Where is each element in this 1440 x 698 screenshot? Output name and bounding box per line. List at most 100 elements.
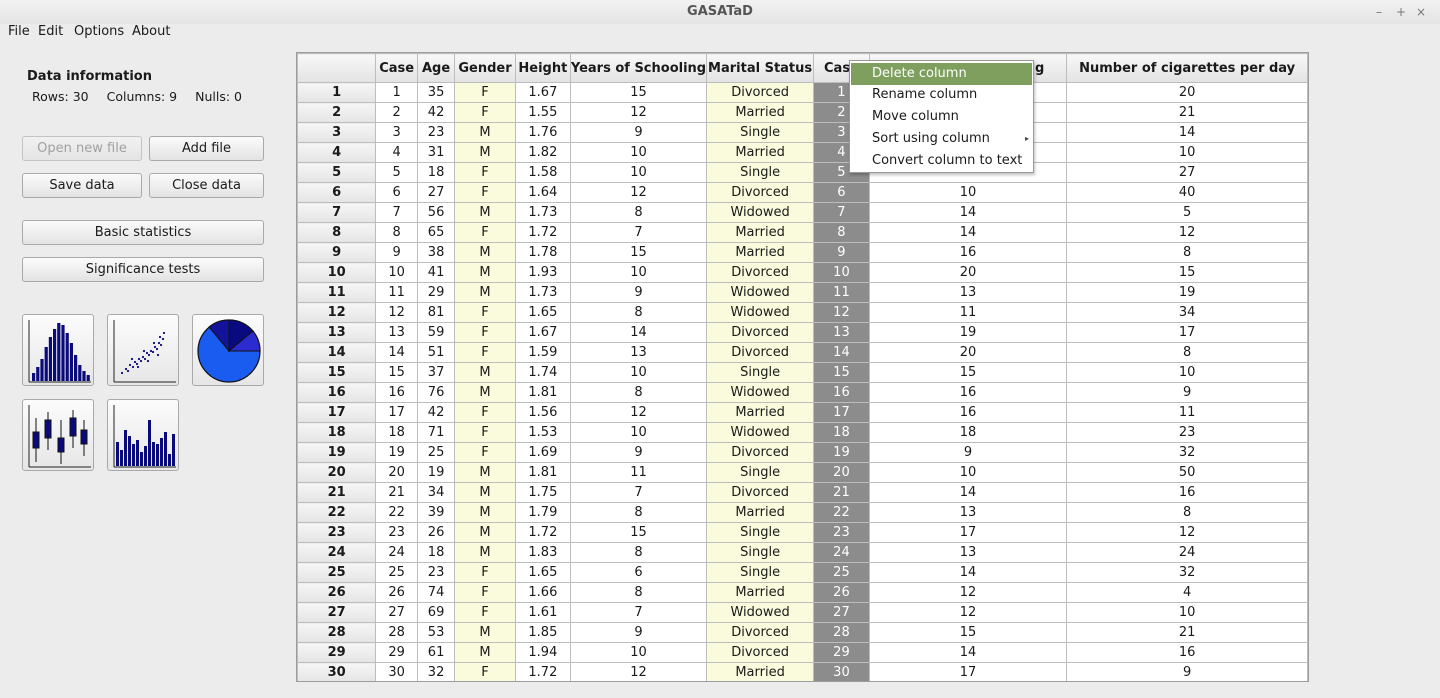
- table-cell[interactable]: 69: [417, 602, 456, 623]
- table-cell[interactable]: 41: [417, 262, 456, 283]
- table-cell[interactable]: 24: [375, 542, 419, 563]
- table-cell[interactable]: 16: [868, 402, 1068, 423]
- column-header-years-of-schooling[interactable]: Years of Schooling: [569, 53, 708, 83]
- scatter-plot-button[interactable]: [107, 314, 179, 386]
- table-row[interactable]: 11 11 29 M 1.73 9 Widowed 11 13 19: [297, 282, 1308, 303]
- row-header[interactable]: 24: [297, 542, 377, 563]
- table-cell[interactable]: 21: [1066, 622, 1308, 643]
- table-cell[interactable]: Widowed: [706, 202, 815, 223]
- row-header[interactable]: 29: [297, 642, 377, 663]
- table-cell[interactable]: 61: [417, 642, 456, 663]
- table-row[interactable]: 26 26 74 F 1.66 8 Married 26 12 4: [297, 582, 1308, 603]
- table-cell[interactable]: 21: [1066, 102, 1308, 123]
- table-cell[interactable]: 8: [813, 222, 870, 243]
- table-row[interactable]: 1 1 35 F 1.67 15 Divorced 1 20: [297, 82, 1308, 103]
- table-cell[interactable]: Single: [706, 462, 815, 483]
- data-grid[interactable]: Case Age Gender Height Years of Schooling Mar…: [296, 52, 1309, 682]
- row-header[interactable]: 1: [297, 82, 377, 103]
- row-header[interactable]: 7: [297, 202, 377, 223]
- table-cell[interactable]: 10: [813, 262, 870, 283]
- table-cell[interactable]: 12: [1066, 222, 1308, 243]
- table-cell[interactable]: 51: [417, 342, 456, 363]
- table-row[interactable]: 15 15 37 M 1.74 10 Single 15 15 10: [297, 362, 1308, 383]
- table-cell[interactable]: M: [454, 242, 516, 263]
- table-cell[interactable]: Married: [706, 502, 815, 523]
- table-cell[interactable]: 1.59: [514, 342, 571, 363]
- table-cell[interactable]: 38: [417, 242, 456, 263]
- table-cell[interactable]: 24: [1066, 542, 1308, 563]
- table-cell[interactable]: 1.83: [514, 542, 571, 563]
- table-cell[interactable]: 25: [813, 562, 870, 583]
- table-cell[interactable]: Married: [706, 142, 815, 163]
- table-row[interactable]: 10 10 41 M 1.93 10 Divorced 10 20 15: [297, 262, 1308, 283]
- table-cell[interactable]: 8: [1066, 342, 1308, 363]
- table-cell[interactable]: 12: [569, 182, 708, 203]
- table-cell[interactable]: M: [454, 122, 516, 143]
- table-cell[interactable]: Widowed: [706, 422, 815, 443]
- table-cell[interactable]: 14: [868, 642, 1068, 663]
- table-cell[interactable]: 17: [1066, 322, 1308, 343]
- row-header[interactable]: 12: [297, 302, 377, 323]
- table-cell[interactable]: 71: [417, 422, 456, 443]
- table-cell[interactable]: Divorced: [706, 642, 815, 663]
- table-cell[interactable]: 29: [417, 282, 456, 303]
- table-row[interactable]: 20 20 19 M 1.81 11 Single 20 10 50: [297, 462, 1308, 483]
- table-cell[interactable]: 1.82: [514, 142, 571, 163]
- row-header[interactable]: 19: [297, 442, 377, 463]
- table-cell[interactable]: 81: [417, 302, 456, 323]
- table-cell[interactable]: 22: [813, 502, 870, 523]
- row-header[interactable]: 20: [297, 462, 377, 483]
- significance-tests-button[interactable]: Significance tests: [22, 257, 264, 282]
- table-cell[interactable]: 22: [375, 502, 419, 523]
- row-header[interactable]: 9: [297, 242, 377, 263]
- table-cell[interactable]: 17: [868, 662, 1068, 681]
- table-cell[interactable]: Single: [706, 542, 815, 563]
- table-cell[interactable]: Divorced: [706, 482, 815, 503]
- table-cell[interactable]: 15: [813, 362, 870, 383]
- table-cell[interactable]: 4: [1066, 582, 1308, 603]
- table-cell[interactable]: 15: [569, 82, 708, 103]
- table-row[interactable]: 28 28 53 M 1.85 9 Divorced 28 15 21: [297, 622, 1308, 643]
- table-cell[interactable]: Married: [706, 582, 815, 603]
- table-cell[interactable]: 16: [375, 382, 419, 403]
- table-cell[interactable]: Married: [706, 242, 815, 263]
- table-cell[interactable]: 5: [1066, 202, 1308, 223]
- table-cell[interactable]: 7: [375, 202, 419, 223]
- table-cell[interactable]: F: [454, 322, 516, 343]
- table-cell[interactable]: 14: [868, 562, 1068, 583]
- table-cell[interactable]: F: [454, 602, 516, 623]
- table-cell[interactable]: 6: [569, 562, 708, 583]
- table-cell[interactable]: 11: [813, 282, 870, 303]
- table-cell[interactable]: F: [454, 222, 516, 243]
- table-cell[interactable]: 8: [375, 222, 419, 243]
- row-header[interactable]: 26: [297, 582, 377, 603]
- table-row[interactable]: 2 2 42 F 1.55 12 Married 2 21: [297, 102, 1308, 123]
- table-cell[interactable]: F: [454, 662, 516, 681]
- row-header[interactable]: 18: [297, 422, 377, 443]
- table-cell[interactable]: 8: [1066, 502, 1308, 523]
- table-row[interactable]: 18 18 71 F 1.53 10 Widowed 18 18 23: [297, 422, 1308, 443]
- table-cell[interactable]: M: [454, 462, 516, 483]
- row-header[interactable]: 23: [297, 522, 377, 543]
- table-cell[interactable]: 10: [569, 262, 708, 283]
- table-cell[interactable]: 7: [813, 202, 870, 223]
- table-row[interactable]: 8 8 65 F 1.72 7 Married 8 14 12: [297, 222, 1308, 243]
- row-header[interactable]: 17: [297, 402, 377, 423]
- table-row[interactable]: 12 12 81 F 1.65 8 Widowed 12 11 34: [297, 302, 1308, 323]
- table-cell[interactable]: 15: [868, 362, 1068, 383]
- table-cell[interactable]: 4: [375, 142, 419, 163]
- table-cell[interactable]: 26: [375, 582, 419, 603]
- table-cell[interactable]: 12: [813, 302, 870, 323]
- table-cell[interactable]: 14: [1066, 122, 1308, 143]
- table-cell[interactable]: 18: [813, 422, 870, 443]
- table-cell[interactable]: M: [454, 622, 516, 643]
- table-cell[interactable]: 7: [569, 482, 708, 503]
- table-cell[interactable]: 17: [375, 402, 419, 423]
- table-cell[interactable]: 12: [569, 662, 708, 681]
- table-cell[interactable]: M: [454, 282, 516, 303]
- table-cell[interactable]: F: [454, 102, 516, 123]
- table-cell[interactable]: 20: [868, 262, 1068, 283]
- table-cell[interactable]: 18: [868, 422, 1068, 443]
- table-cell[interactable]: 42: [417, 102, 456, 123]
- table-cell[interactable]: 30: [813, 662, 870, 681]
